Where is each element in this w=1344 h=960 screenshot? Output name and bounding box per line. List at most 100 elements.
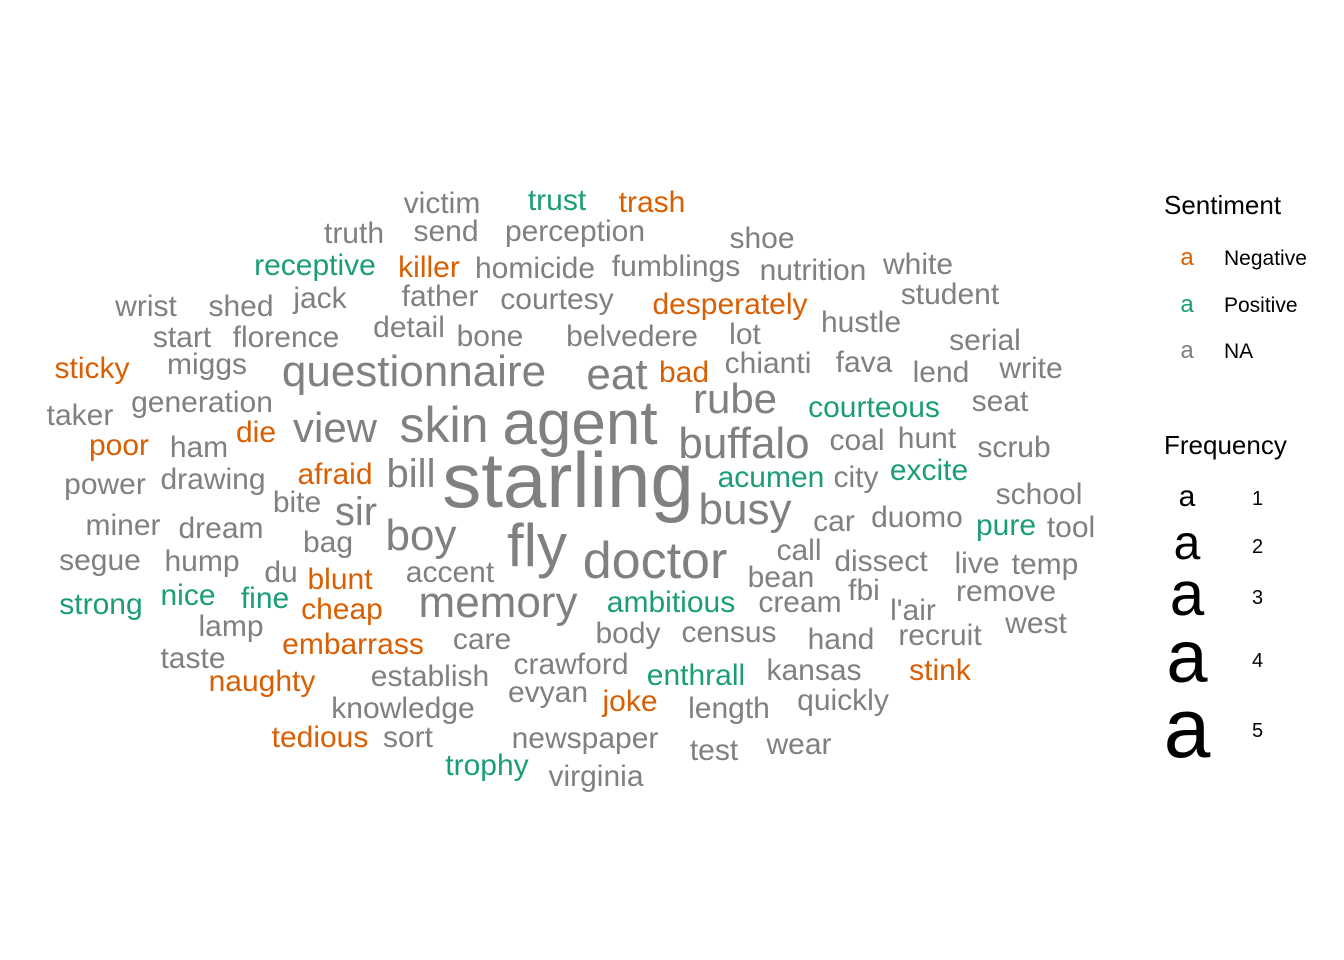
word-bill: bill bbox=[387, 452, 436, 496]
word-accent: accent bbox=[406, 556, 495, 589]
word-miner: miner bbox=[85, 509, 160, 542]
word-busy: busy bbox=[699, 485, 792, 534]
word-naughty: naughty bbox=[209, 665, 316, 698]
word-tedious: tedious bbox=[272, 721, 369, 754]
word-wear: wear bbox=[765, 728, 831, 761]
word-boy: boy bbox=[386, 511, 457, 560]
word-recruit: recruit bbox=[898, 619, 982, 652]
word-joke: joke bbox=[601, 685, 657, 718]
word-segue: segue bbox=[59, 544, 141, 577]
word-stink: stink bbox=[909, 654, 972, 687]
word-embarrass: embarrass bbox=[282, 628, 424, 661]
word-drawing: drawing bbox=[160, 463, 265, 496]
word-crawford: crawford bbox=[513, 648, 628, 681]
word-eat: eat bbox=[586, 350, 647, 399]
word-hustle: hustle bbox=[821, 306, 901, 339]
legend-key-negative: a bbox=[1180, 244, 1194, 271]
word-truth: truth bbox=[324, 217, 384, 250]
word-census: census bbox=[681, 616, 776, 649]
word-dream: dream bbox=[178, 512, 263, 545]
legend-key-frequency-5: a bbox=[1163, 681, 1211, 775]
word-seat: seat bbox=[972, 385, 1029, 418]
word-generation: generation bbox=[131, 386, 273, 419]
word-evyan: evyan bbox=[508, 676, 588, 709]
word-courteous: courteous bbox=[808, 391, 940, 424]
legend-item-frequency-2: a 2 bbox=[1150, 516, 1340, 568]
word-send: send bbox=[413, 215, 478, 248]
word-wrist: wrist bbox=[114, 290, 177, 323]
word-cheap: cheap bbox=[301, 593, 383, 626]
word-bag: bag bbox=[303, 526, 353, 559]
word-pure: pure bbox=[976, 509, 1036, 542]
word-receptive: receptive bbox=[254, 249, 376, 282]
word-acumen: acumen bbox=[718, 461, 825, 494]
word-perception: perception bbox=[505, 215, 645, 248]
word-newspaper: newspaper bbox=[512, 722, 659, 755]
word-die: die bbox=[236, 416, 276, 449]
word-kansas: kansas bbox=[766, 654, 861, 687]
legend-key-frequency-4: a bbox=[1166, 615, 1208, 698]
word-father: father bbox=[402, 280, 479, 313]
word-blunt: blunt bbox=[307, 563, 373, 596]
word-cream: cream bbox=[758, 586, 841, 619]
word-chianti: chianti bbox=[725, 347, 812, 380]
word-coal: coal bbox=[829, 424, 884, 457]
word-west: west bbox=[1004, 607, 1067, 640]
word-hump: hump bbox=[164, 545, 239, 578]
word-start: start bbox=[153, 321, 212, 354]
word-shoe: shoe bbox=[729, 222, 794, 255]
word-scrub: scrub bbox=[977, 431, 1050, 464]
word-live: live bbox=[954, 547, 999, 580]
word-belvedere: belvedere bbox=[566, 320, 698, 353]
word-knowledge: knowledge bbox=[331, 692, 474, 725]
word-ambitious: ambitious bbox=[607, 586, 735, 619]
word-l-air: l'air bbox=[890, 594, 936, 627]
legend-label-frequency-4: 4 bbox=[1252, 650, 1264, 672]
word-miggs: miggs bbox=[167, 348, 247, 381]
word-bad: bad bbox=[659, 356, 709, 389]
legend-label-negative: Negative bbox=[1224, 247, 1307, 270]
word-agent: agent bbox=[502, 389, 657, 458]
word-test: test bbox=[690, 734, 739, 767]
word-killer: killer bbox=[398, 251, 460, 284]
legend-title-sentiment: Sentiment bbox=[1164, 190, 1282, 220]
legend-item-frequency-4: a 4 bbox=[1150, 620, 1340, 694]
word-bite: bite bbox=[273, 486, 321, 519]
legend-title-frequency: Frequency bbox=[1164, 430, 1287, 460]
word-afraid: afraid bbox=[297, 458, 372, 491]
word-trash: trash bbox=[619, 186, 686, 219]
word-rube: rube bbox=[693, 375, 777, 422]
word-quickly: quickly bbox=[797, 684, 889, 717]
word-view: view bbox=[293, 404, 378, 451]
word-student: student bbox=[901, 278, 1000, 311]
word-fbi: fbi bbox=[848, 574, 880, 607]
word-skin: skin bbox=[400, 397, 489, 453]
word-excite: excite bbox=[890, 454, 968, 487]
legend-item-positive: a Positive bbox=[1150, 283, 1340, 331]
word-duomo: duomo bbox=[871, 501, 963, 534]
word-bean: bean bbox=[748, 561, 815, 594]
legend-label-frequency-5: 5 bbox=[1252, 720, 1264, 742]
word-bone: bone bbox=[457, 320, 524, 353]
word-nutrition: nutrition bbox=[760, 254, 867, 287]
word-write: write bbox=[998, 352, 1062, 385]
word-trust: trust bbox=[528, 184, 587, 217]
word-shed: shed bbox=[208, 290, 273, 323]
word-starling: starling bbox=[442, 436, 693, 524]
legend-label-positive: Positive bbox=[1224, 294, 1298, 317]
word-lend: lend bbox=[913, 356, 970, 389]
word-victim: victim bbox=[404, 187, 481, 220]
legend-item-negative: a Negative bbox=[1150, 236, 1340, 284]
word-lamp: lamp bbox=[198, 610, 263, 643]
legend-item-na: a NA bbox=[1150, 329, 1340, 377]
word-fly: fly bbox=[507, 512, 567, 579]
word-desperately: desperately bbox=[652, 288, 807, 321]
word-taste: taste bbox=[160, 642, 225, 675]
word-strong: strong bbox=[59, 588, 142, 621]
word-doctor: doctor bbox=[583, 532, 728, 590]
word-dissect: dissect bbox=[834, 545, 928, 578]
word-florence: florence bbox=[233, 321, 340, 354]
word-school: school bbox=[996, 478, 1083, 511]
word-care: care bbox=[453, 623, 511, 656]
legend-key-frequency-2: a bbox=[1173, 517, 1201, 570]
